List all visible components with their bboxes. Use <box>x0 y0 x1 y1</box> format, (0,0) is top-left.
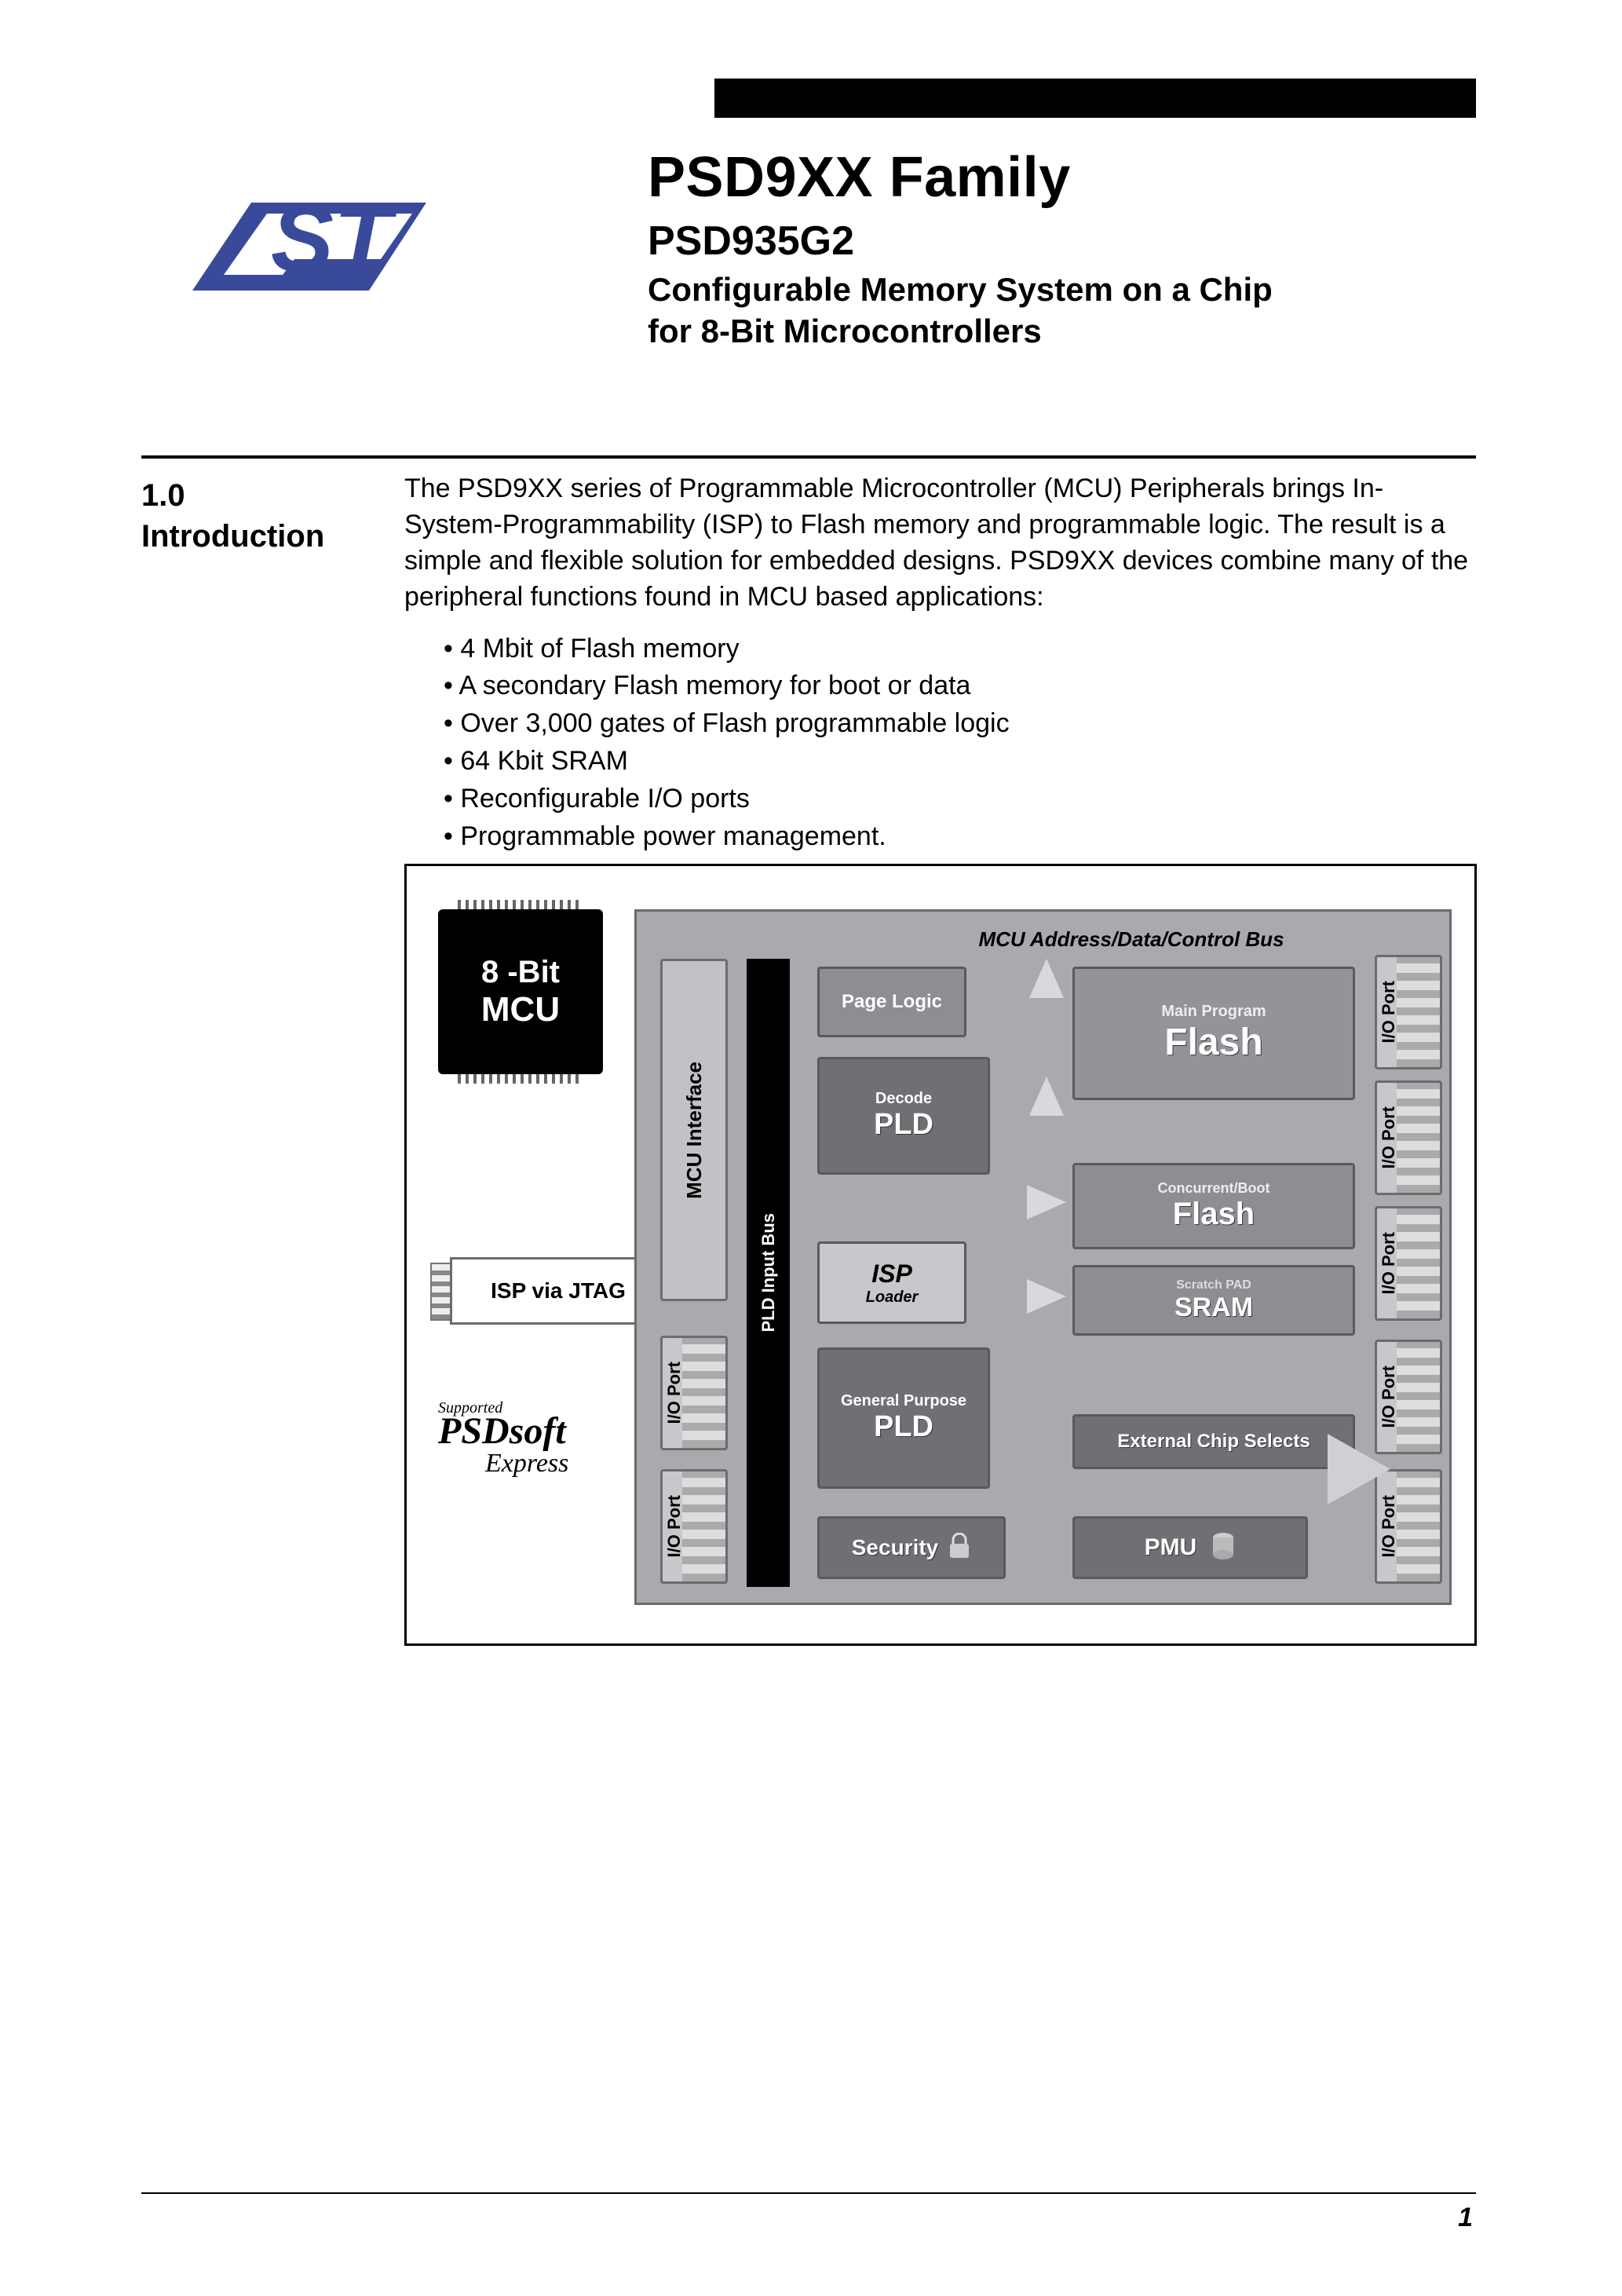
psd-chip-area: MCU Address/Data/Control Bus MCU Interfa… <box>634 909 1452 1605</box>
gp-pld-block: General Purpose PLD <box>817 1347 990 1489</box>
mcu-chip: 8 -Bit MCU <box>438 909 603 1074</box>
ext-arrow-icon <box>1328 1434 1390 1504</box>
decode-pld-block: Decode PLD <box>817 1057 990 1175</box>
psdsoft-logo: Supported PSDsoft Express <box>438 1400 611 1477</box>
st-logo: ST <box>177 181 436 322</box>
io-port-label: I/O Port <box>1379 1232 1399 1294</box>
header-black-bar <box>714 79 1476 118</box>
sram-block: Scratch PAD SRAM <box>1072 1265 1355 1336</box>
list-item: Over 3,000 gates of Flash programmable l… <box>444 706 1472 742</box>
boot-flash-block: Concurrent/Boot Flash <box>1072 1163 1355 1249</box>
security-block: Security <box>817 1516 1006 1579</box>
gp-small: General Purpose <box>841 1392 966 1410</box>
arrow-icon <box>1029 959 1064 998</box>
io-port-label: I/O Port <box>1379 1106 1399 1168</box>
decode-big: PLD <box>874 1108 933 1142</box>
boot-big: Flash <box>1173 1197 1255 1232</box>
isp-small: Loader <box>866 1289 919 1307</box>
pmu-label: PMU <box>1145 1534 1197 1561</box>
io-port-left-1: I/O Port <box>660 1336 728 1450</box>
list-item: A secondary Flash memory for boot or dat… <box>444 668 1472 704</box>
io-port-label: I/O Port <box>664 1362 685 1424</box>
page-logic-label: Page Logic <box>842 991 942 1013</box>
feature-list: 4 Mbit of Flash memory A secondary Flash… <box>404 631 1472 855</box>
cylinder-icon <box>1211 1532 1236 1564</box>
arrow-icon <box>1027 1279 1066 1314</box>
arrow-icon <box>1027 1185 1066 1219</box>
arrow-icon <box>1029 1077 1064 1116</box>
main-small: Main Program <box>1161 1003 1266 1021</box>
sram-small: Scratch PAD <box>1176 1278 1251 1292</box>
block-diagram: 8 -Bit MCU Supported PSDsoft Express ISP… <box>404 864 1477 1646</box>
io-port-right-1: I/O Port <box>1375 955 1442 1069</box>
page-logic-block: Page Logic <box>817 967 966 1037</box>
isp-big: ISP <box>871 1260 912 1289</box>
io-port-label: I/O Port <box>664 1495 685 1557</box>
jtag-tab: ISP via JTAG <box>450 1257 664 1325</box>
footer-rule <box>141 2192 1476 2194</box>
svg-text:ST: ST <box>271 186 398 291</box>
subtitle-line2: for 8-Bit Microcontrollers <box>648 313 1042 349</box>
pld-input-bus-label: PLD Input Bus <box>758 1213 779 1333</box>
page-number: 1 <box>1458 2203 1473 2233</box>
section-number: 1.0 <box>141 478 185 513</box>
mcu-interface-label: MCU Interface <box>682 1062 707 1199</box>
pmu-block: PMU <box>1072 1516 1308 1579</box>
ext-cs-label: External Chip Selects <box>1117 1431 1310 1453</box>
mcu-line2: MCU <box>481 990 560 1029</box>
isp-loader-block: ISP Loader <box>817 1241 966 1324</box>
boot-small: Concurrent/Boot <box>1158 1180 1270 1197</box>
list-item: 64 Kbit SRAM <box>444 744 1472 780</box>
io-port-right-3: I/O Port <box>1375 1206 1442 1321</box>
intro-paragraph: The PSD9XX series of Programmable Microc… <box>404 471 1472 616</box>
main-big: Flash <box>1164 1021 1262 1064</box>
supported-main: PSDsoft <box>438 1410 566 1452</box>
supported-sub: Express <box>485 1450 568 1477</box>
part-number: PSD935G2 <box>648 218 1448 265</box>
main-flash-block: Main Program Flash <box>1072 967 1355 1100</box>
jtag-label: ISP via JTAG <box>491 1278 626 1303</box>
decode-small: Decode <box>875 1090 932 1108</box>
gp-big: PLD <box>874 1410 933 1444</box>
mcu-line1: 8 -Bit <box>481 955 560 990</box>
pld-input-bus: PLD Input Bus <box>747 959 790 1587</box>
io-port-left-2: I/O Port <box>660 1469 728 1584</box>
subtitle-line1: Configurable Memory System on a Chip <box>648 271 1273 308</box>
bus-title: MCU Address/Data/Control Bus <box>857 927 1406 952</box>
sram-big: SRAM <box>1174 1292 1253 1323</box>
ext-cs-block: External Chip Selects <box>1072 1414 1355 1469</box>
list-item: Programmable power management. <box>444 819 1472 855</box>
list-item: Reconfigurable I/O ports <box>444 781 1472 817</box>
family-title: PSD9XX Family <box>648 145 1448 210</box>
section-title: Introduction <box>141 519 324 554</box>
io-port-right-2: I/O Port <box>1375 1080 1442 1195</box>
io-port-label: I/O Port <box>1379 1366 1399 1428</box>
list-item: 4 Mbit of Flash memory <box>444 631 1472 667</box>
io-port-label: I/O Port <box>1379 981 1399 1043</box>
security-label: Security <box>852 1535 939 1560</box>
title-rule <box>141 455 1476 459</box>
mcu-interface-block: MCU Interface <box>660 959 728 1301</box>
lock-icon <box>948 1533 971 1563</box>
